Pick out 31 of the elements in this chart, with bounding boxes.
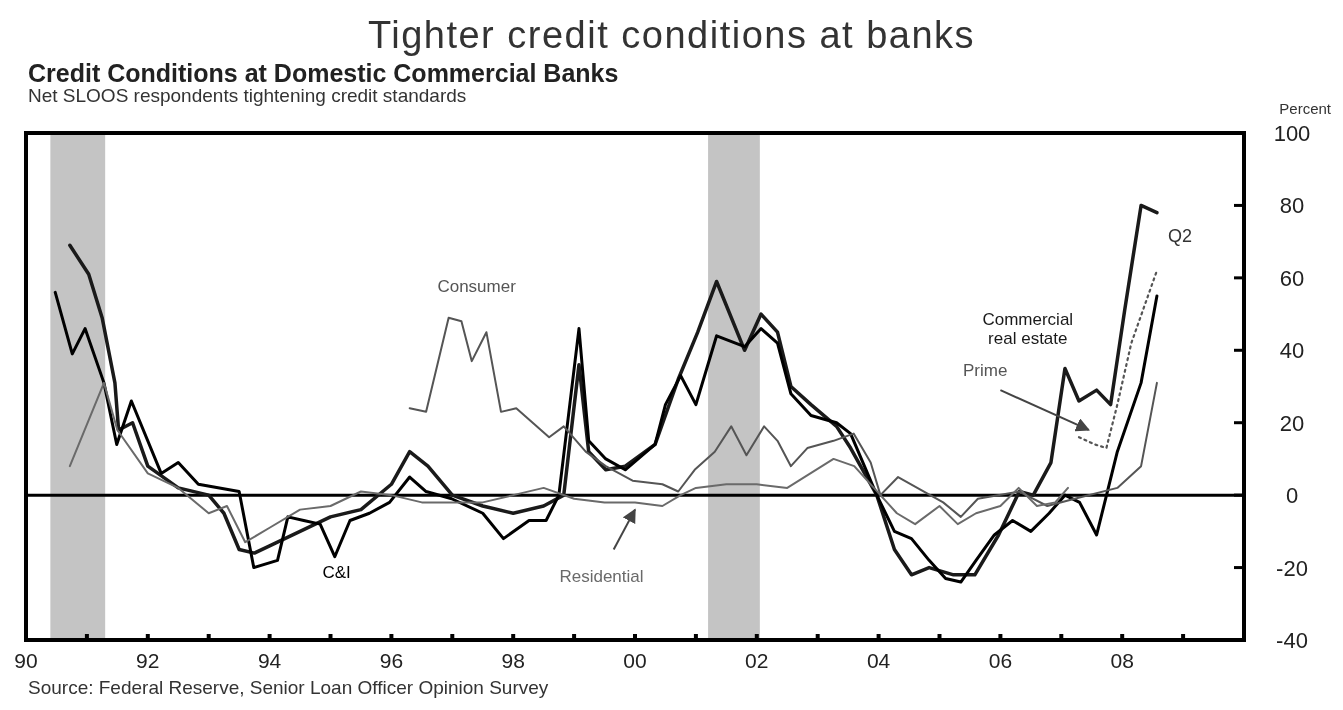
y-tick-label: -20 xyxy=(1276,555,1308,581)
y-tick-label: 100 xyxy=(1273,121,1311,146)
x-tick-label: 02 xyxy=(745,649,769,672)
series-label: C&I xyxy=(322,563,351,583)
y-axis-title: Percent xyxy=(1279,100,1332,117)
y-tick-label: 20 xyxy=(1279,410,1305,436)
x-tick-label: 08 xyxy=(1110,649,1134,672)
x-tick-label: 94 xyxy=(257,649,282,672)
line-series xyxy=(68,381,1069,544)
y-tick-label: 80 xyxy=(1279,193,1305,219)
x-tick-label: 04 xyxy=(866,649,891,672)
y-tick-label: 0 xyxy=(1285,483,1299,509)
text: Net SLOOS respondents tightening credit standards xyxy=(28,85,467,106)
y-tick-label: 60 xyxy=(1279,265,1305,291)
x-tick-label: 98 xyxy=(501,649,525,672)
x-tick-label: 00 xyxy=(623,649,647,672)
y-tick-label: 40 xyxy=(1279,338,1305,364)
chart-title: Tighter credit conditions at banks xyxy=(367,14,976,56)
y-tick-label: -40 xyxy=(1276,628,1308,653)
series-label: Commercial real estate xyxy=(982,309,1074,348)
chart-subtitle: Credit Conditions at Domestic Commercial Banks xyxy=(28,59,619,87)
source-note: Source: Federal Reserve, Senior Loan Officer Opinion Survey xyxy=(28,677,549,698)
text: Prime xyxy=(962,360,1008,380)
series-label: Consumer xyxy=(437,277,517,297)
x-tick-label: 92 xyxy=(136,649,160,672)
x-tick-label: 96 xyxy=(379,649,404,672)
x-tick-label: 06 xyxy=(988,649,1013,672)
line-series xyxy=(1077,269,1159,450)
x-tick-label: 90 xyxy=(14,649,38,672)
text: Residential xyxy=(559,567,644,587)
annotation: Q2 xyxy=(1168,225,1193,246)
